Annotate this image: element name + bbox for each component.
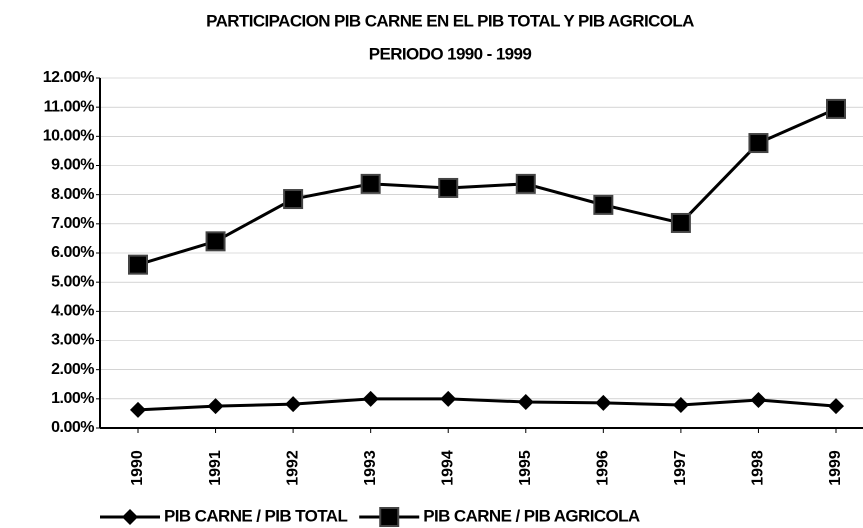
legend-label: PIB CARNE / PIB TOTAL xyxy=(164,506,347,525)
x-tick-label: 1997 xyxy=(672,450,689,486)
point xyxy=(595,394,612,411)
y-tick-label: 3.00% xyxy=(51,332,94,349)
x-tick-label: 1999 xyxy=(827,450,844,486)
point xyxy=(360,173,381,194)
chart-subtitle: PERIODO 1990 - 1999 xyxy=(369,44,532,63)
point xyxy=(362,390,379,407)
point xyxy=(515,173,536,194)
point xyxy=(283,189,304,210)
x-tick-label: 1993 xyxy=(362,450,379,486)
point xyxy=(672,396,689,413)
point xyxy=(517,394,534,411)
y-tick-label: 7.00% xyxy=(51,215,94,232)
x-tick-label: 1996 xyxy=(595,450,612,486)
point xyxy=(826,98,846,119)
y-tick-label: 2.00% xyxy=(51,361,94,378)
point xyxy=(438,177,459,198)
point xyxy=(440,390,457,407)
point xyxy=(130,401,146,418)
y-tick-label: 1.00% xyxy=(51,390,94,407)
x-tick-label: 1990 xyxy=(129,450,146,486)
legend-label: PIB CARNE / PIB AGRICOLA xyxy=(423,506,640,525)
x-tick-label: 1992 xyxy=(284,450,301,486)
point xyxy=(828,398,844,415)
point xyxy=(670,212,691,233)
legend-marker xyxy=(122,509,138,525)
y-tick-label: 4.00% xyxy=(51,303,94,320)
legend-marker xyxy=(379,507,400,527)
y-tick-label: 10.00% xyxy=(43,128,95,145)
y-tick-label: 6.00% xyxy=(51,244,94,261)
point xyxy=(205,231,226,252)
y-tick-label: 0.00% xyxy=(51,419,94,436)
chart-title: PARTICIPACION PIB CARNE EN EL PIB TOTAL … xyxy=(206,11,694,30)
point xyxy=(207,398,224,415)
point xyxy=(128,254,148,275)
x-tick-label: 1994 xyxy=(439,450,456,486)
series-line xyxy=(137,107,837,267)
series-line xyxy=(137,397,837,412)
y-tick-label: 9.00% xyxy=(51,157,94,174)
x-tick-label: 1995 xyxy=(517,450,534,486)
point xyxy=(748,133,769,154)
point xyxy=(593,194,614,215)
x-tick-label: 1998 xyxy=(750,450,767,486)
y-tick-label: 12.00% xyxy=(43,69,95,86)
y-tick-label: 5.00% xyxy=(51,273,94,290)
point xyxy=(750,392,767,408)
y-tick-label: 11.00% xyxy=(44,98,95,115)
point xyxy=(285,396,302,413)
x-tick-label: 1991 xyxy=(207,450,224,486)
y-tick-label: 8.00% xyxy=(51,186,94,203)
